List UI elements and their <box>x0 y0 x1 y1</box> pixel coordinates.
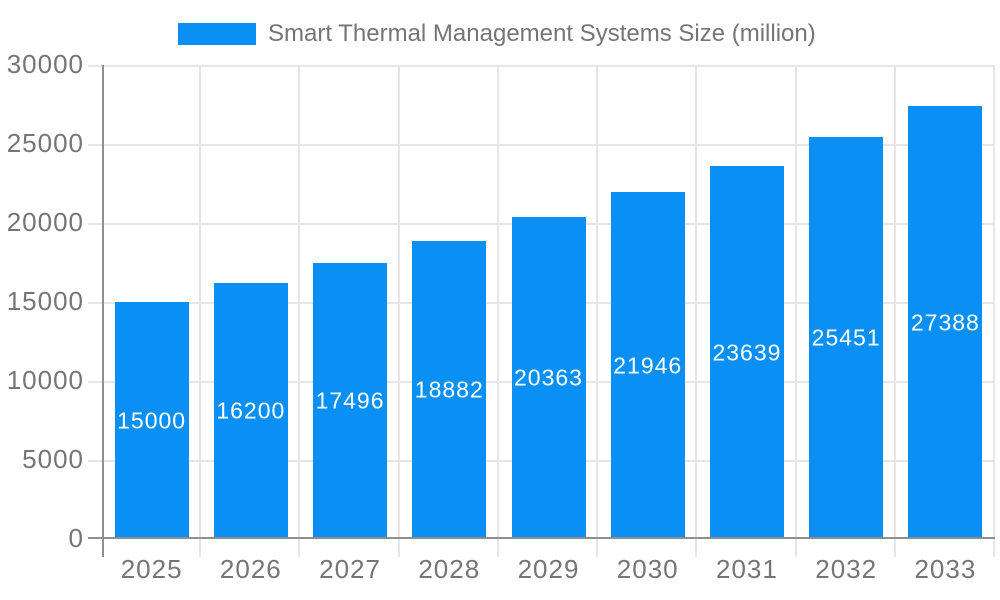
bar-value-label: 15000 <box>117 407 187 433</box>
vertical-gridline <box>893 65 896 557</box>
x-tick-label: 2027 <box>319 554 381 584</box>
x-tick-label: 2025 <box>120 554 183 584</box>
x-tick-label: 2028 <box>418 554 481 584</box>
bar[interactable]: 27388 <box>908 106 983 539</box>
x-tick-label: 2032 <box>815 554 878 584</box>
vertical-gridline <box>993 65 995 557</box>
bar-value-label: 21946 <box>613 352 683 378</box>
legend-label: Smart Thermal Management Systems Size (m… <box>268 20 816 47</box>
vertical-gridline <box>596 65 599 557</box>
horizontal-gridline <box>88 144 995 146</box>
bar-value-label: 20363 <box>514 364 583 391</box>
y-tick-label: 30000 <box>6 49 84 79</box>
bar-value-label: 18882 <box>414 376 484 403</box>
y-tick-label: 20000 <box>6 207 84 237</box>
bar-value-label: 16200 <box>216 397 286 424</box>
y-tick-label: 0 <box>68 523 84 553</box>
bar-value-label: 25451 <box>811 324 881 351</box>
bar[interactable]: 17496 <box>313 263 388 539</box>
y-tick-label: 5000 <box>22 444 84 474</box>
bar-value-label: 23639 <box>712 339 782 365</box>
x-tick-label: 2033 <box>914 554 977 584</box>
vertical-gridline <box>298 65 301 557</box>
x-tick-label: 2031 <box>716 554 778 584</box>
x-tick-label: 2029 <box>517 554 580 584</box>
bar-value-label: 17496 <box>315 387 385 414</box>
bar[interactable]: 23639 <box>709 166 784 539</box>
y-axis-line <box>102 65 104 557</box>
vertical-gridline <box>496 65 499 557</box>
bar[interactable]: 21946 <box>610 192 685 539</box>
bar[interactable]: 15000 <box>114 302 189 539</box>
y-tick-label: 10000 <box>6 365 84 395</box>
bar-value-label: 27388 <box>910 309 980 335</box>
vertical-gridline <box>695 65 698 557</box>
vertical-gridline <box>794 65 797 557</box>
y-tick-label: 25000 <box>6 128 84 158</box>
legend-swatch <box>178 23 256 45</box>
bar[interactable]: 25451 <box>809 137 884 539</box>
x-tick-label: 2026 <box>219 554 282 584</box>
y-tick-label: 15000 <box>6 286 84 316</box>
vertical-gridline <box>199 65 202 557</box>
plot-area: 15000 16200 17496 18882 20363 21946 23639 25451… <box>88 65 995 557</box>
x-tick-label: 2030 <box>616 554 679 584</box>
bar[interactable]: 20363 <box>511 217 586 539</box>
bar[interactable]: 16200 <box>213 283 288 539</box>
legend: Smart Thermal Management Systems Size (m… <box>178 20 816 48</box>
x-axis-line <box>88 537 995 539</box>
horizontal-gridline <box>88 65 995 67</box>
bar[interactable]: 18882 <box>412 241 487 539</box>
vertical-gridline <box>397 65 400 557</box>
